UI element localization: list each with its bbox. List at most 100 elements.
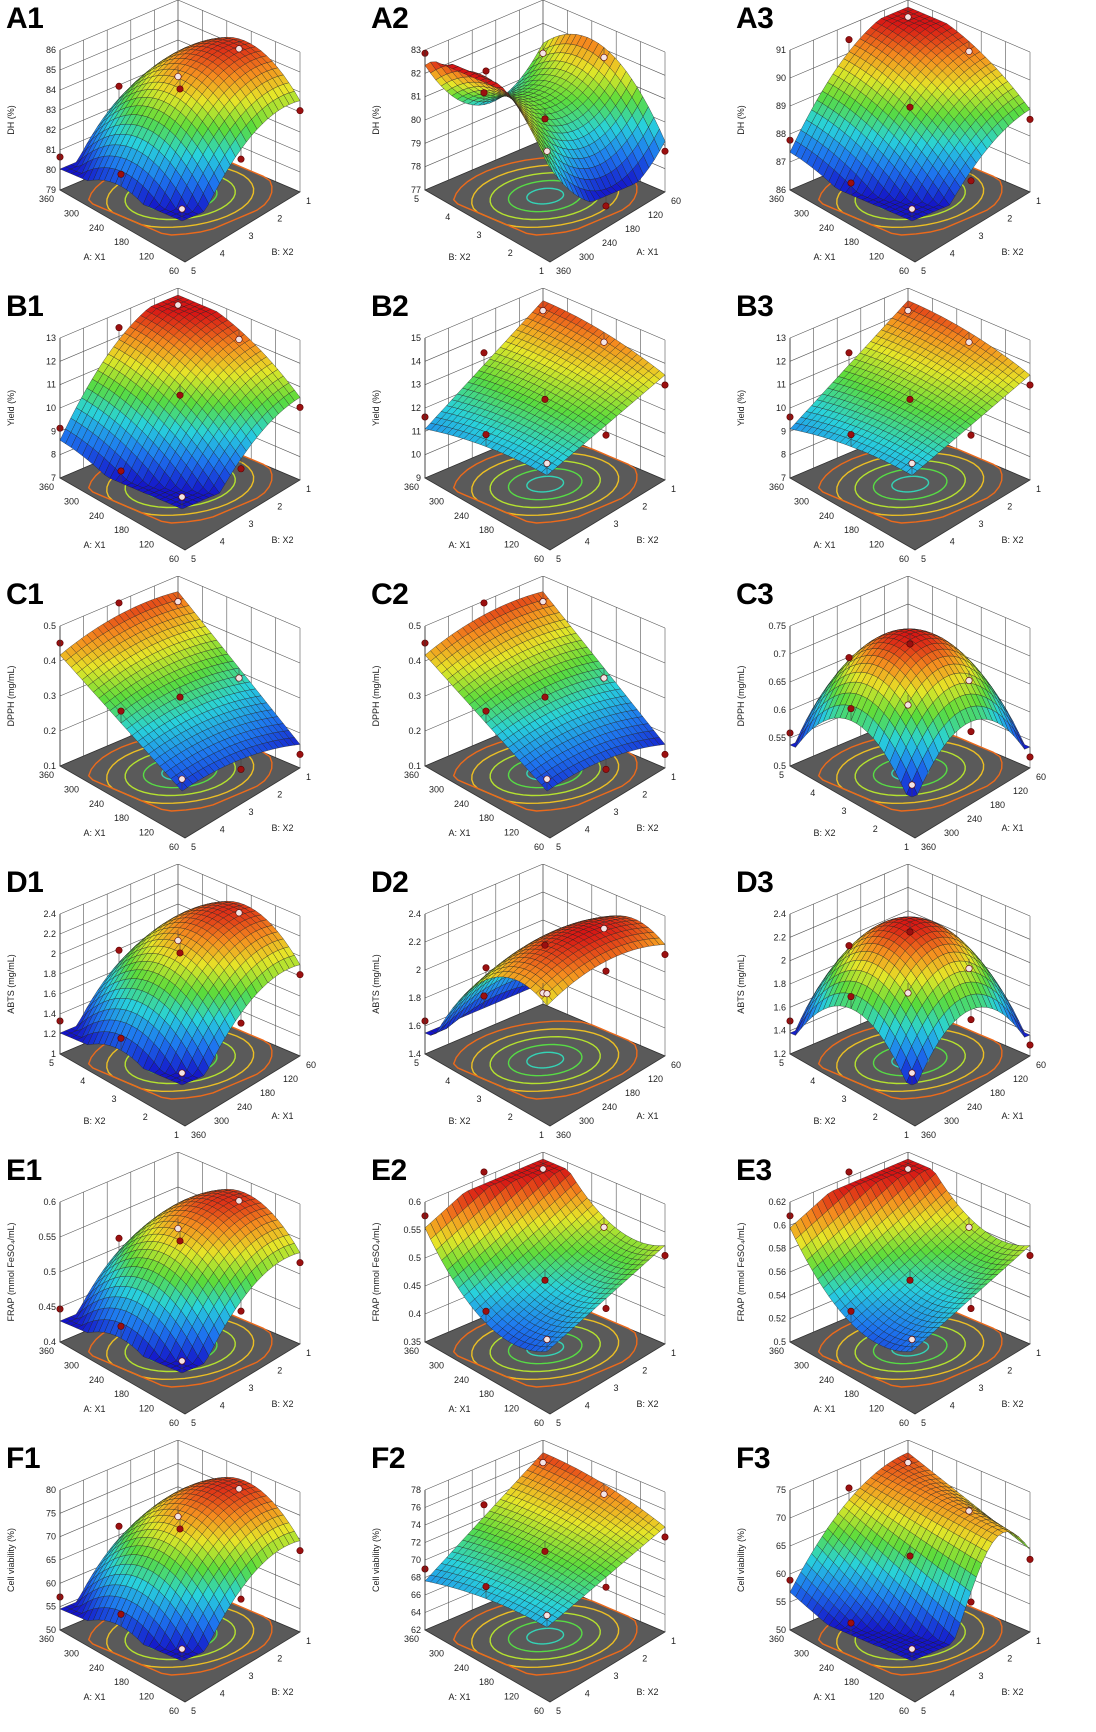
chart-panel-d1: 1 1.2 1.4 1.6 1.8 2 2.2 2.4 ABTS (mg/mL) 5 4 3 2 1 B: … bbox=[0, 864, 365, 1152]
panel-label: F1 bbox=[6, 1442, 41, 1475]
x-tick-label: 1 bbox=[539, 266, 544, 276]
design-point bbox=[176, 1525, 184, 1533]
surface-mesh bbox=[59, 591, 301, 792]
z-tick-label: 75 bbox=[776, 1485, 786, 1495]
floor-contours bbox=[817, 1020, 1003, 1100]
x-tick-label: 120 bbox=[139, 252, 154, 262]
design-point bbox=[904, 1459, 912, 1467]
design-point bbox=[967, 177, 975, 185]
design-point bbox=[600, 674, 608, 682]
y-tick-label: 4 bbox=[220, 537, 225, 547]
y-tick-label: 5 bbox=[556, 842, 561, 852]
y-tick-label: 240 bbox=[237, 1102, 252, 1112]
design-point bbox=[1026, 753, 1034, 761]
design-point bbox=[539, 307, 547, 315]
x-tick-label: 5 bbox=[779, 770, 784, 780]
z-axis: 9 10 11 12 13 14 15 bbox=[411, 333, 421, 483]
z-tick-label: 55 bbox=[776, 1597, 786, 1607]
surface-mesh bbox=[424, 1158, 666, 1352]
y-tick-label: 360 bbox=[191, 1130, 206, 1140]
z-tick-label: 75 bbox=[46, 1508, 56, 1518]
x-axis: 360 300 240 180 120 60 bbox=[39, 770, 179, 852]
z-tick-label: 50 bbox=[46, 1625, 56, 1635]
x-tick-label: 2 bbox=[143, 1112, 148, 1122]
z-axis: 1.2 1.4 1.6 1.8 2 2.2 2.4 bbox=[773, 909, 786, 1059]
y-axis: 5 4 3 2 1 bbox=[556, 484, 676, 564]
z-tick-label: 11 bbox=[777, 380, 786, 390]
y-axis: 360 300 240 180 120 60 bbox=[191, 1060, 316, 1140]
design-point bbox=[482, 431, 490, 439]
design-point bbox=[174, 1513, 182, 1521]
design-point bbox=[904, 989, 912, 997]
design-point bbox=[847, 993, 855, 1001]
z-tick-label: 8 bbox=[51, 450, 56, 460]
design-point bbox=[906, 1276, 914, 1284]
panel-label: A3 bbox=[736, 2, 774, 35]
y-tick-label: 60 bbox=[1036, 1060, 1046, 1070]
x-tick-label: 300 bbox=[794, 1648, 809, 1658]
y-tick-label: 2 bbox=[277, 790, 282, 800]
design-point bbox=[661, 1251, 669, 1259]
z-tick-label: 80 bbox=[46, 1485, 56, 1495]
panel-label: B2 bbox=[371, 290, 409, 323]
surface-plot: 0.5 0.52 0.54 0.56 0.58 0.6 0.62 FRAP (mmol FeS… bbox=[736, 1152, 1041, 1428]
design-point bbox=[904, 1165, 912, 1173]
x-axis-title: A: X1 bbox=[83, 540, 105, 550]
x-tick-label: 60 bbox=[899, 554, 909, 564]
y-tick-label: 120 bbox=[648, 1074, 663, 1084]
x-tick-label: 360 bbox=[404, 482, 419, 492]
z-tick-label: 1.4 bbox=[773, 1026, 786, 1036]
z-tick-label: 1.4 bbox=[43, 1009, 56, 1019]
design-point bbox=[600, 1223, 608, 1231]
x-axis-title: A: X1 bbox=[813, 252, 835, 262]
x-tick-label: 3 bbox=[476, 230, 481, 240]
y-tick-label: 2 bbox=[1007, 502, 1012, 512]
y-tick-label: 3 bbox=[614, 1671, 619, 1681]
z-tick-label: 1.2 bbox=[773, 1049, 786, 1059]
y-tick-label: 60 bbox=[306, 1060, 316, 1070]
design-point bbox=[847, 179, 855, 187]
x-tick-label: 180 bbox=[479, 813, 494, 823]
design-points bbox=[786, 1159, 1034, 1352]
design-points bbox=[56, 591, 304, 792]
panel-label: B1 bbox=[6, 290, 44, 323]
y-tick-label: 3 bbox=[249, 807, 254, 817]
z-axis: 1 1.2 1.4 1.6 1.8 2 2.2 2.4 bbox=[43, 909, 56, 1059]
z-axis-title: DH (%) bbox=[371, 105, 381, 135]
y-tick-label: 4 bbox=[585, 537, 590, 547]
design-point bbox=[602, 765, 610, 773]
chart-panel-a1: 79 80 81 82 83 84 85 86 DH (%) 360 300 240 180 120 60 A… bbox=[0, 0, 365, 288]
x-axis-title: B: X2 bbox=[813, 828, 835, 838]
x-axis-title: A: X1 bbox=[83, 1404, 105, 1414]
z-tick-label: 0.6 bbox=[408, 1197, 421, 1207]
x-axis: 360 300 240 180 120 60 bbox=[404, 770, 544, 852]
surface-mesh bbox=[424, 1452, 666, 1628]
x-axis: 360 300 240 180 120 60 bbox=[39, 482, 179, 564]
design-point bbox=[847, 431, 855, 439]
design-point bbox=[178, 1645, 186, 1653]
design-point bbox=[847, 705, 855, 713]
design-point bbox=[661, 951, 669, 959]
z-axis-title: FRAP (mmol FeSO₄/mL) bbox=[6, 1222, 16, 1321]
design-point bbox=[482, 1307, 490, 1315]
x-axis: 360 300 240 180 120 60 bbox=[404, 1346, 544, 1428]
design-point bbox=[904, 307, 912, 315]
design-point bbox=[543, 1335, 551, 1343]
chart-panel-e1: 0.4 0.45 0.5 0.55 0.6 FRAP (mmol FeSO₄/mL) 360… bbox=[0, 1152, 365, 1440]
x-axis: 360 300 240 180 120 60 bbox=[769, 482, 909, 564]
z-tick-label: 0.65 bbox=[768, 677, 786, 687]
x-tick-label: 120 bbox=[139, 540, 154, 550]
y-tick-label: 5 bbox=[921, 1706, 926, 1716]
z-tick-label: 50 bbox=[776, 1625, 786, 1635]
surface-mesh bbox=[59, 37, 301, 222]
x-axis: 360 300 240 180 120 60 bbox=[404, 482, 544, 564]
z-tick-label: 64 bbox=[411, 1608, 421, 1618]
x-tick-label: 1 bbox=[174, 1130, 179, 1140]
y-tick-label: 3 bbox=[979, 1383, 984, 1393]
z-axis: 50 55 60 65 70 75 bbox=[776, 1485, 786, 1635]
x-tick-label: 240 bbox=[819, 511, 834, 521]
surface-plot: 0.5 0.55 0.6 0.65 0.7 0.75 DPPH (mg/mL) 5 4 3 2 1 B:… bbox=[736, 576, 1046, 852]
z-tick-label: 9 bbox=[51, 426, 56, 436]
design-point bbox=[906, 928, 914, 936]
x-tick-label: 360 bbox=[769, 482, 784, 492]
